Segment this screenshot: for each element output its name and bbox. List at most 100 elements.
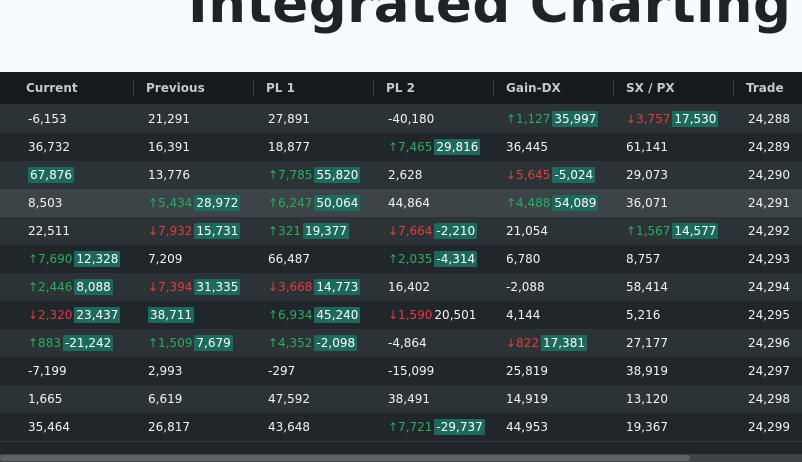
table-cell[interactable]: 24,290 xyxy=(748,161,790,189)
column-header-trade[interactable]: Trade xyxy=(746,81,784,95)
table-cell[interactable]: 24,295 xyxy=(748,301,790,329)
table-cell[interactable]: 8,503 xyxy=(28,189,62,217)
column-resize-handle[interactable] xyxy=(733,80,734,96)
table-cell[interactable]: 36,732 xyxy=(28,133,70,161)
table-cell[interactable]: ↑321 19,377 xyxy=(268,217,349,245)
table-cell[interactable]: 7,209 xyxy=(148,245,182,273)
table-cell[interactable]: 25,819 xyxy=(506,357,548,385)
table-cell[interactable]: 61,141 xyxy=(626,133,668,161)
table-cell[interactable]: ↓7,664 -2,210 xyxy=(388,217,478,245)
table-cell[interactable]: 24,297 xyxy=(748,357,790,385)
table-cell[interactable]: 66,487 xyxy=(268,245,310,273)
table-cell[interactable]: -7,199 xyxy=(28,357,67,385)
table-cell[interactable]: ↑6,934 45,240 xyxy=(268,301,361,329)
table-row[interactable]: 36,732 16,391 18,877 ↑7,465 29,816 36,445 61,1… xyxy=(0,133,802,162)
column-header-gain-dx[interactable]: Gain-DX xyxy=(506,81,561,95)
table-row[interactable]: 22,511 ↓7,932 15,731 ↑321 19,377 ↓7,664 -2,210… xyxy=(0,217,802,246)
table-cell[interactable]: ↑7,465 29,816 xyxy=(388,133,481,161)
table-cell[interactable]: 27,891 xyxy=(268,105,310,133)
table-cell[interactable]: 24,294 xyxy=(748,273,790,301)
table-cell[interactable]: 38,491 xyxy=(388,385,430,413)
table-cell[interactable]: ↑1,509 7,679 xyxy=(148,329,233,357)
table-cell[interactable]: 21,291 xyxy=(148,105,190,133)
table-cell[interactable]: 44,864 xyxy=(388,189,430,217)
table-cell[interactable]: 24,288 xyxy=(748,105,790,133)
table-cell[interactable]: ↓1,590 20,501 xyxy=(388,301,476,329)
table-cell[interactable]: 24,289 xyxy=(748,133,790,161)
table-cell[interactable]: ↓7,932 15,731 xyxy=(148,217,241,245)
table-cell[interactable]: ↓822 17,381 xyxy=(506,329,587,357)
table-cell[interactable]: 24,299 xyxy=(748,413,790,441)
table-cell[interactable]: 13,776 xyxy=(148,161,190,189)
table-cell[interactable]: 36,445 xyxy=(506,133,548,161)
data-grid[interactable]: Current Previous PL 1 PL 2 Gain-DX SX / PX Tra… xyxy=(0,72,802,462)
table-cell[interactable]: 38,919 xyxy=(626,357,668,385)
column-resize-handle[interactable] xyxy=(133,80,134,96)
table-cell[interactable]: ↓7,394 31,335 xyxy=(148,273,241,301)
table-cell[interactable]: ↑7,785 55,820 xyxy=(268,161,361,189)
table-cell[interactable]: 14,919 xyxy=(506,385,548,413)
table-row[interactable]: ↑7,690 12,328 7,209 66,487 ↑2,035 -4,314 6,780… xyxy=(0,245,802,274)
column-resize-handle[interactable] xyxy=(373,80,374,96)
table-cell[interactable]: ↑883 -21,242 xyxy=(28,329,114,357)
table-cell[interactable]: ↑6,247 50,064 xyxy=(268,189,361,217)
table-cell[interactable]: ↑1,127 35,997 xyxy=(506,105,599,133)
table-row[interactable]: -7,199 2,993 -297 -15,099 25,819 38,919 24,297 xyxy=(0,357,802,386)
table-cell[interactable]: ↑5,434 28,972 xyxy=(148,189,241,217)
table-cell[interactable]: ↓5,645 -5,024 xyxy=(506,161,596,189)
table-cell[interactable]: -40,180 xyxy=(388,105,434,133)
table-cell[interactable]: 36,071 xyxy=(626,189,668,217)
table-cell[interactable]: 16,402 xyxy=(388,273,430,301)
table-cell[interactable]: 1,665 xyxy=(28,385,62,413)
table-cell[interactable]: ↑7,721 -29,737 xyxy=(388,413,485,441)
table-cell[interactable]: ↑2,446 8,088 xyxy=(28,273,113,301)
table-row[interactable]: ↑2,446 8,088 ↓7,394 31,335 ↓3,668 14,773 16,40… xyxy=(0,273,802,302)
column-resize-handle[interactable] xyxy=(253,80,254,96)
table-cell[interactable]: 29,073 xyxy=(626,161,668,189)
table-cell[interactable]: 2,993 xyxy=(148,357,182,385)
table-cell[interactable]: -2,088 xyxy=(506,273,545,301)
table-row[interactable]: 67,876 13,776 ↑7,785 55,820 2,628 ↓5,645 -5,02… xyxy=(0,161,802,190)
table-cell[interactable]: ↑2,035 -4,314 xyxy=(388,245,478,273)
horizontal-scrollbar[interactable] xyxy=(0,454,802,462)
column-header-previous[interactable]: Previous xyxy=(146,81,205,95)
table-row[interactable]: 1,665 6,619 47,592 38,491 14,919 13,120 24,298 xyxy=(0,385,802,414)
table-cell[interactable]: 38,711 xyxy=(148,301,194,329)
table-cell[interactable]: 35,464 xyxy=(28,413,70,441)
table-cell[interactable]: ↑7,690 12,328 xyxy=(28,245,121,273)
scrollbar-thumb[interactable] xyxy=(0,455,690,461)
table-cell[interactable]: -4,864 xyxy=(388,329,427,357)
table-cell[interactable]: -15,099 xyxy=(388,357,434,385)
table-cell[interactable]: 13,120 xyxy=(626,385,668,413)
table-cell[interactable]: 67,876 xyxy=(28,161,74,189)
table-cell[interactable]: ↑4,488 54,089 xyxy=(506,189,599,217)
column-resize-handle[interactable] xyxy=(613,80,614,96)
table-cell[interactable]: 6,619 xyxy=(148,385,182,413)
table-row[interactable]: ↓2,320 23,437 38,711 ↑6,934 45,240 ↓1,590 20,5… xyxy=(0,301,802,330)
table-cell[interactable]: ↑4,352 -2,098 xyxy=(268,329,358,357)
table-cell[interactable]: 24,296 xyxy=(748,329,790,357)
table-cell[interactable]: 6,780 xyxy=(506,245,540,273)
table-cell[interactable]: 27,177 xyxy=(626,329,668,357)
column-resize-handle[interactable] xyxy=(493,80,494,96)
table-cell[interactable]: 19,367 xyxy=(626,413,668,441)
table-cell[interactable]: 58,414 xyxy=(626,273,668,301)
column-header-sx-px[interactable]: SX / PX xyxy=(626,81,675,95)
column-header-pl-1[interactable]: PL 1 xyxy=(266,81,295,95)
table-cell[interactable]: ↓3,668 14,773 xyxy=(268,273,361,301)
table-cell[interactable]: 24,293 xyxy=(748,245,790,273)
table-cell[interactable]: ↓3,757 17,530 xyxy=(626,105,719,133)
table-cell[interactable]: 21,054 xyxy=(506,217,548,245)
table-cell[interactable]: 2,628 xyxy=(388,161,422,189)
table-cell[interactable]: ↓2,320 23,437 xyxy=(28,301,121,329)
table-cell[interactable]: 8,757 xyxy=(626,245,660,273)
table-row[interactable]: 8,503 ↑5,434 28,972 ↑6,247 50,064 44,864 ↑4,48… xyxy=(0,189,802,218)
table-cell[interactable]: 4,144 xyxy=(506,301,540,329)
table-cell[interactable]: 18,877 xyxy=(268,133,310,161)
table-cell[interactable]: 47,592 xyxy=(268,385,310,413)
column-header-pl-2[interactable]: PL 2 xyxy=(386,81,415,95)
table-cell[interactable]: 26,817 xyxy=(148,413,190,441)
table-cell[interactable]: 43,648 xyxy=(268,413,310,441)
column-header-current[interactable]: Current xyxy=(26,81,78,95)
table-row[interactable]: 35,464 26,817 43,648 ↑7,721 -29,737 44,953 19,… xyxy=(0,413,802,442)
